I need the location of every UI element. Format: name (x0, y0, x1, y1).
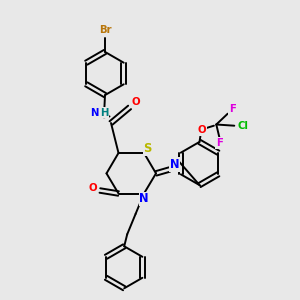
Text: H: H (100, 107, 109, 118)
Text: F: F (229, 104, 236, 115)
Text: N: N (139, 192, 149, 206)
Text: O: O (198, 125, 206, 135)
Text: Cl: Cl (238, 121, 249, 131)
Text: F: F (216, 138, 223, 148)
Text: Br: Br (99, 25, 111, 35)
Text: O: O (88, 183, 97, 193)
Text: N: N (170, 158, 180, 171)
Text: O: O (132, 97, 140, 107)
Text: N: N (91, 107, 99, 118)
Text: S: S (143, 142, 152, 155)
